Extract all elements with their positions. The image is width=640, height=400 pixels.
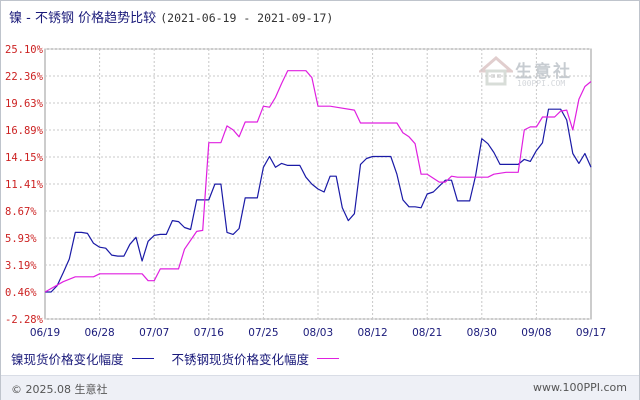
footer-url[interactable]: www.100PPI.com xyxy=(533,381,627,394)
legend-swatch-nickel xyxy=(131,358,154,359)
x-tick-label: 07/07 xyxy=(139,327,169,339)
series-line-steel xyxy=(44,70,592,293)
chart-series xyxy=(44,70,592,293)
y-axis-ticks: 25.10% 22.36% 19.63% 16.89% 14.15% 11.41% 8.67… xyxy=(5,44,44,326)
legend-label-nickel: 镍现货价格变化幅度 xyxy=(11,352,124,367)
x-axis-ticks: 06/19 06/28 07/07 07/16 07/25 08/03 08/12 08/21… xyxy=(30,327,606,339)
footer-copyright: © 2025.08 生意社 xyxy=(11,383,108,396)
watermark-text: 生意社 xyxy=(515,62,572,82)
x-tick-label: 08/21 xyxy=(412,327,442,339)
legend-entry-steel: 不锈钢现货价格变化幅度 xyxy=(172,349,340,368)
x-tick-label: 09/17 xyxy=(576,327,606,339)
watermark-logo: 生意社 100PPI.COM xyxy=(476,55,579,95)
y-tick-label: 22.36% xyxy=(5,71,44,83)
y-tick-label: 3.19% xyxy=(5,260,37,272)
x-tick-label: 08/12 xyxy=(357,327,387,339)
x-tick-label: 07/16 xyxy=(194,327,225,339)
y-tick-label: -2.28% xyxy=(5,314,44,326)
chart-date-range: (2021-06-19 - 2021-09-17) xyxy=(160,11,334,25)
legend-label-steel: 不锈钢现货价格变化幅度 xyxy=(171,352,310,367)
legend-entry-nickel: 镍现货价格变化幅度 xyxy=(11,349,154,368)
y-tick-label: 8.67% xyxy=(5,206,37,218)
line-chart: 25.10% 22.36% 19.63% 16.89% 14.15% 11.41% 8.67… xyxy=(5,44,606,339)
y-tick-label: 5.93% xyxy=(5,233,37,245)
x-tick-label: 08/30 xyxy=(467,327,497,339)
x-tick-label: 07/25 xyxy=(248,327,278,339)
x-tick-label: 08/03 xyxy=(303,327,333,339)
y-tick-label: 14.15% xyxy=(5,152,44,164)
chart-title: 镍 - 不锈钢 价格趋势比较 (2021-06-19 - 2021-09-17) xyxy=(9,7,333,26)
watermark-subtext: 100PPI.COM xyxy=(517,79,566,88)
y-tick-label: 11.41% xyxy=(5,179,44,191)
x-tick-label: 06/19 xyxy=(30,327,60,339)
y-tick-label: 25.10% xyxy=(5,44,44,56)
x-tick-label: 09/08 xyxy=(521,327,551,339)
legend-swatch-steel xyxy=(317,358,340,359)
y-tick-label: 0.46% xyxy=(5,287,37,299)
footer-bar: © 2025.08 生意社 www.100PPI.com xyxy=(1,375,639,400)
chart-title-text: 镍 - 不锈钢 价格趋势比较 xyxy=(9,11,157,26)
chart-grid xyxy=(44,48,592,320)
y-tick-label: 19.63% xyxy=(5,98,44,110)
series-line-nickel xyxy=(45,108,592,293)
x-tick-label: 06/28 xyxy=(84,327,114,339)
chart-legend: 镍现货价格变化幅度 不锈钢现货价格变化幅度 xyxy=(11,349,357,368)
y-tick-label: 16.89% xyxy=(5,125,44,137)
